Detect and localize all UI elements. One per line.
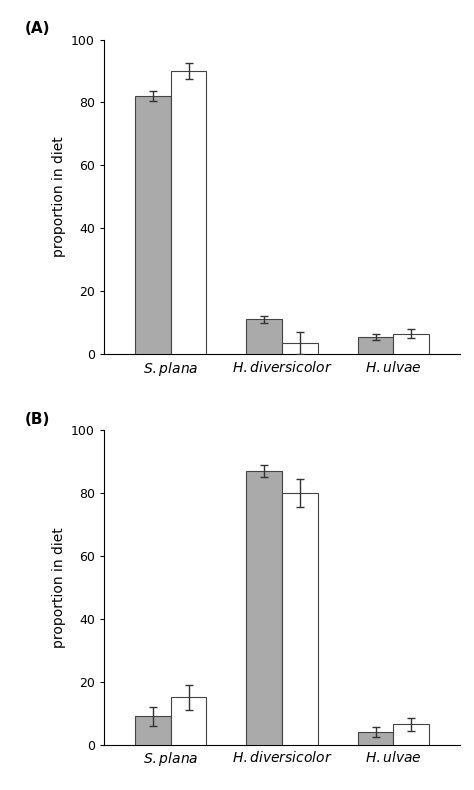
- Bar: [246, 319, 282, 354]
- Bar: [246, 471, 282, 745]
- Text: (B): (B): [25, 412, 51, 427]
- Y-axis label: proportion in diet: proportion in diet: [52, 527, 65, 648]
- Bar: [358, 337, 393, 354]
- Bar: [358, 732, 393, 745]
- Bar: [171, 71, 206, 354]
- Bar: [171, 698, 206, 745]
- Bar: [393, 724, 429, 745]
- Bar: [135, 717, 171, 745]
- Bar: [135, 96, 171, 354]
- Bar: [282, 343, 318, 354]
- Text: (A): (A): [25, 21, 51, 36]
- Bar: [282, 493, 318, 745]
- Y-axis label: proportion in diet: proportion in diet: [52, 137, 65, 258]
- Bar: [393, 333, 429, 354]
